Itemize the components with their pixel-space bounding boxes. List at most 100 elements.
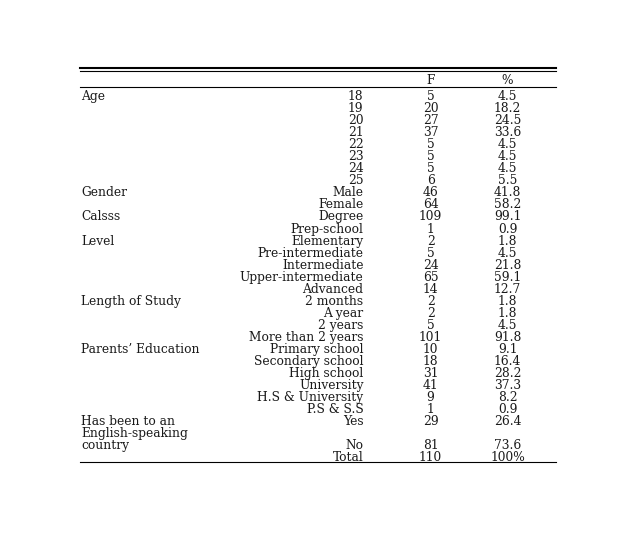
Text: Upper-intermediate: Upper-intermediate bbox=[240, 271, 363, 284]
Text: 18: 18 bbox=[423, 355, 438, 368]
Text: 110: 110 bbox=[419, 451, 442, 464]
Text: Total: Total bbox=[333, 451, 363, 464]
Text: Age: Age bbox=[81, 90, 105, 103]
Text: 8.2: 8.2 bbox=[498, 391, 517, 404]
Text: 100%: 100% bbox=[490, 451, 525, 464]
Text: Parents’ Education: Parents’ Education bbox=[81, 343, 200, 356]
Text: 20: 20 bbox=[423, 102, 438, 115]
Text: 46: 46 bbox=[423, 186, 438, 199]
Text: Calsss: Calsss bbox=[81, 210, 121, 223]
Text: 16.4: 16.4 bbox=[494, 355, 521, 368]
Text: 2: 2 bbox=[427, 295, 435, 308]
Text: A year: A year bbox=[323, 307, 363, 320]
Text: 24.5: 24.5 bbox=[494, 114, 521, 127]
Text: P.S & S.S: P.S & S.S bbox=[307, 403, 363, 416]
Text: 91.8: 91.8 bbox=[494, 331, 521, 344]
Text: Primary school: Primary school bbox=[270, 343, 363, 356]
Text: 101: 101 bbox=[419, 331, 442, 344]
Text: 18: 18 bbox=[348, 90, 363, 103]
Text: High school: High school bbox=[289, 367, 363, 380]
Text: 29: 29 bbox=[423, 415, 438, 428]
Text: Level: Level bbox=[81, 234, 115, 248]
Text: Male: Male bbox=[332, 186, 363, 199]
Text: 109: 109 bbox=[419, 210, 442, 223]
Text: 25: 25 bbox=[348, 175, 363, 187]
Text: 64: 64 bbox=[423, 198, 438, 211]
Text: 22: 22 bbox=[348, 138, 363, 151]
Text: Has been to an: Has been to an bbox=[81, 415, 175, 428]
Text: 0.9: 0.9 bbox=[498, 403, 517, 416]
Text: 12.7: 12.7 bbox=[494, 283, 521, 296]
Text: 59.1: 59.1 bbox=[494, 271, 521, 284]
Text: 1: 1 bbox=[427, 222, 435, 236]
Text: Intermediate: Intermediate bbox=[282, 259, 363, 272]
Text: 41.8: 41.8 bbox=[494, 186, 521, 199]
Text: 1.8: 1.8 bbox=[498, 307, 517, 320]
Text: Yes: Yes bbox=[343, 415, 363, 428]
Text: Prep-school: Prep-school bbox=[291, 222, 363, 236]
Text: 73.6: 73.6 bbox=[494, 439, 521, 452]
Text: 4.5: 4.5 bbox=[498, 150, 517, 163]
Text: 19: 19 bbox=[348, 102, 363, 115]
Text: 5: 5 bbox=[427, 319, 435, 332]
Text: 5: 5 bbox=[427, 150, 435, 163]
Text: 14: 14 bbox=[423, 283, 438, 296]
Text: Length of Study: Length of Study bbox=[81, 295, 181, 308]
Text: 10: 10 bbox=[423, 343, 438, 356]
Text: 28.2: 28.2 bbox=[494, 367, 521, 380]
Text: More than 2 years: More than 2 years bbox=[249, 331, 363, 344]
Text: 23: 23 bbox=[348, 150, 363, 163]
Text: 5: 5 bbox=[427, 138, 435, 151]
Text: 2: 2 bbox=[427, 307, 435, 320]
Text: %: % bbox=[502, 74, 513, 87]
Text: Secondary school: Secondary school bbox=[254, 355, 363, 368]
Text: 5: 5 bbox=[427, 90, 435, 103]
Text: H.S & University: H.S & University bbox=[257, 391, 363, 404]
Text: 1.8: 1.8 bbox=[498, 295, 517, 308]
Text: 41: 41 bbox=[423, 379, 438, 392]
Text: 4.5: 4.5 bbox=[498, 247, 517, 260]
Text: 4.5: 4.5 bbox=[498, 163, 517, 175]
Text: 24: 24 bbox=[423, 259, 438, 272]
Text: Female: Female bbox=[318, 198, 363, 211]
Text: 0.9: 0.9 bbox=[498, 222, 517, 236]
Text: 58.2: 58.2 bbox=[494, 198, 521, 211]
Text: No: No bbox=[345, 439, 363, 452]
Text: 5.5: 5.5 bbox=[498, 175, 517, 187]
Text: 4.5: 4.5 bbox=[498, 138, 517, 151]
Text: 65: 65 bbox=[423, 271, 438, 284]
Text: 4.5: 4.5 bbox=[498, 90, 517, 103]
Text: Pre-intermediate: Pre-intermediate bbox=[257, 247, 363, 260]
Text: 37: 37 bbox=[423, 126, 438, 139]
Text: 27: 27 bbox=[423, 114, 438, 127]
Text: 6: 6 bbox=[427, 175, 435, 187]
Text: 18.2: 18.2 bbox=[494, 102, 521, 115]
Text: 2 years: 2 years bbox=[318, 319, 363, 332]
Text: 20: 20 bbox=[348, 114, 363, 127]
Text: 99.1: 99.1 bbox=[494, 210, 521, 223]
Text: 1: 1 bbox=[427, 403, 435, 416]
Text: Advanced: Advanced bbox=[303, 283, 363, 296]
Text: Gender: Gender bbox=[81, 186, 127, 199]
Text: 1.8: 1.8 bbox=[498, 234, 517, 248]
Text: 5: 5 bbox=[427, 247, 435, 260]
Text: 2 months: 2 months bbox=[305, 295, 363, 308]
Text: 26.4: 26.4 bbox=[494, 415, 521, 428]
Text: 5: 5 bbox=[427, 163, 435, 175]
Text: 33.6: 33.6 bbox=[494, 126, 521, 139]
Text: 81: 81 bbox=[423, 439, 438, 452]
Text: 2: 2 bbox=[427, 234, 435, 248]
Text: English-speaking: English-speaking bbox=[81, 427, 188, 440]
Text: 9: 9 bbox=[427, 391, 435, 404]
Text: 37.3: 37.3 bbox=[494, 379, 521, 392]
Text: 21.8: 21.8 bbox=[494, 259, 521, 272]
Text: Elementary: Elementary bbox=[291, 234, 363, 248]
Text: 31: 31 bbox=[423, 367, 438, 380]
Text: country: country bbox=[81, 439, 130, 452]
Text: University: University bbox=[299, 379, 363, 392]
Text: 24: 24 bbox=[348, 163, 363, 175]
Text: 4.5: 4.5 bbox=[498, 319, 517, 332]
Text: F: F bbox=[427, 74, 435, 87]
Text: Degree: Degree bbox=[318, 210, 363, 223]
Text: 21: 21 bbox=[348, 126, 363, 139]
